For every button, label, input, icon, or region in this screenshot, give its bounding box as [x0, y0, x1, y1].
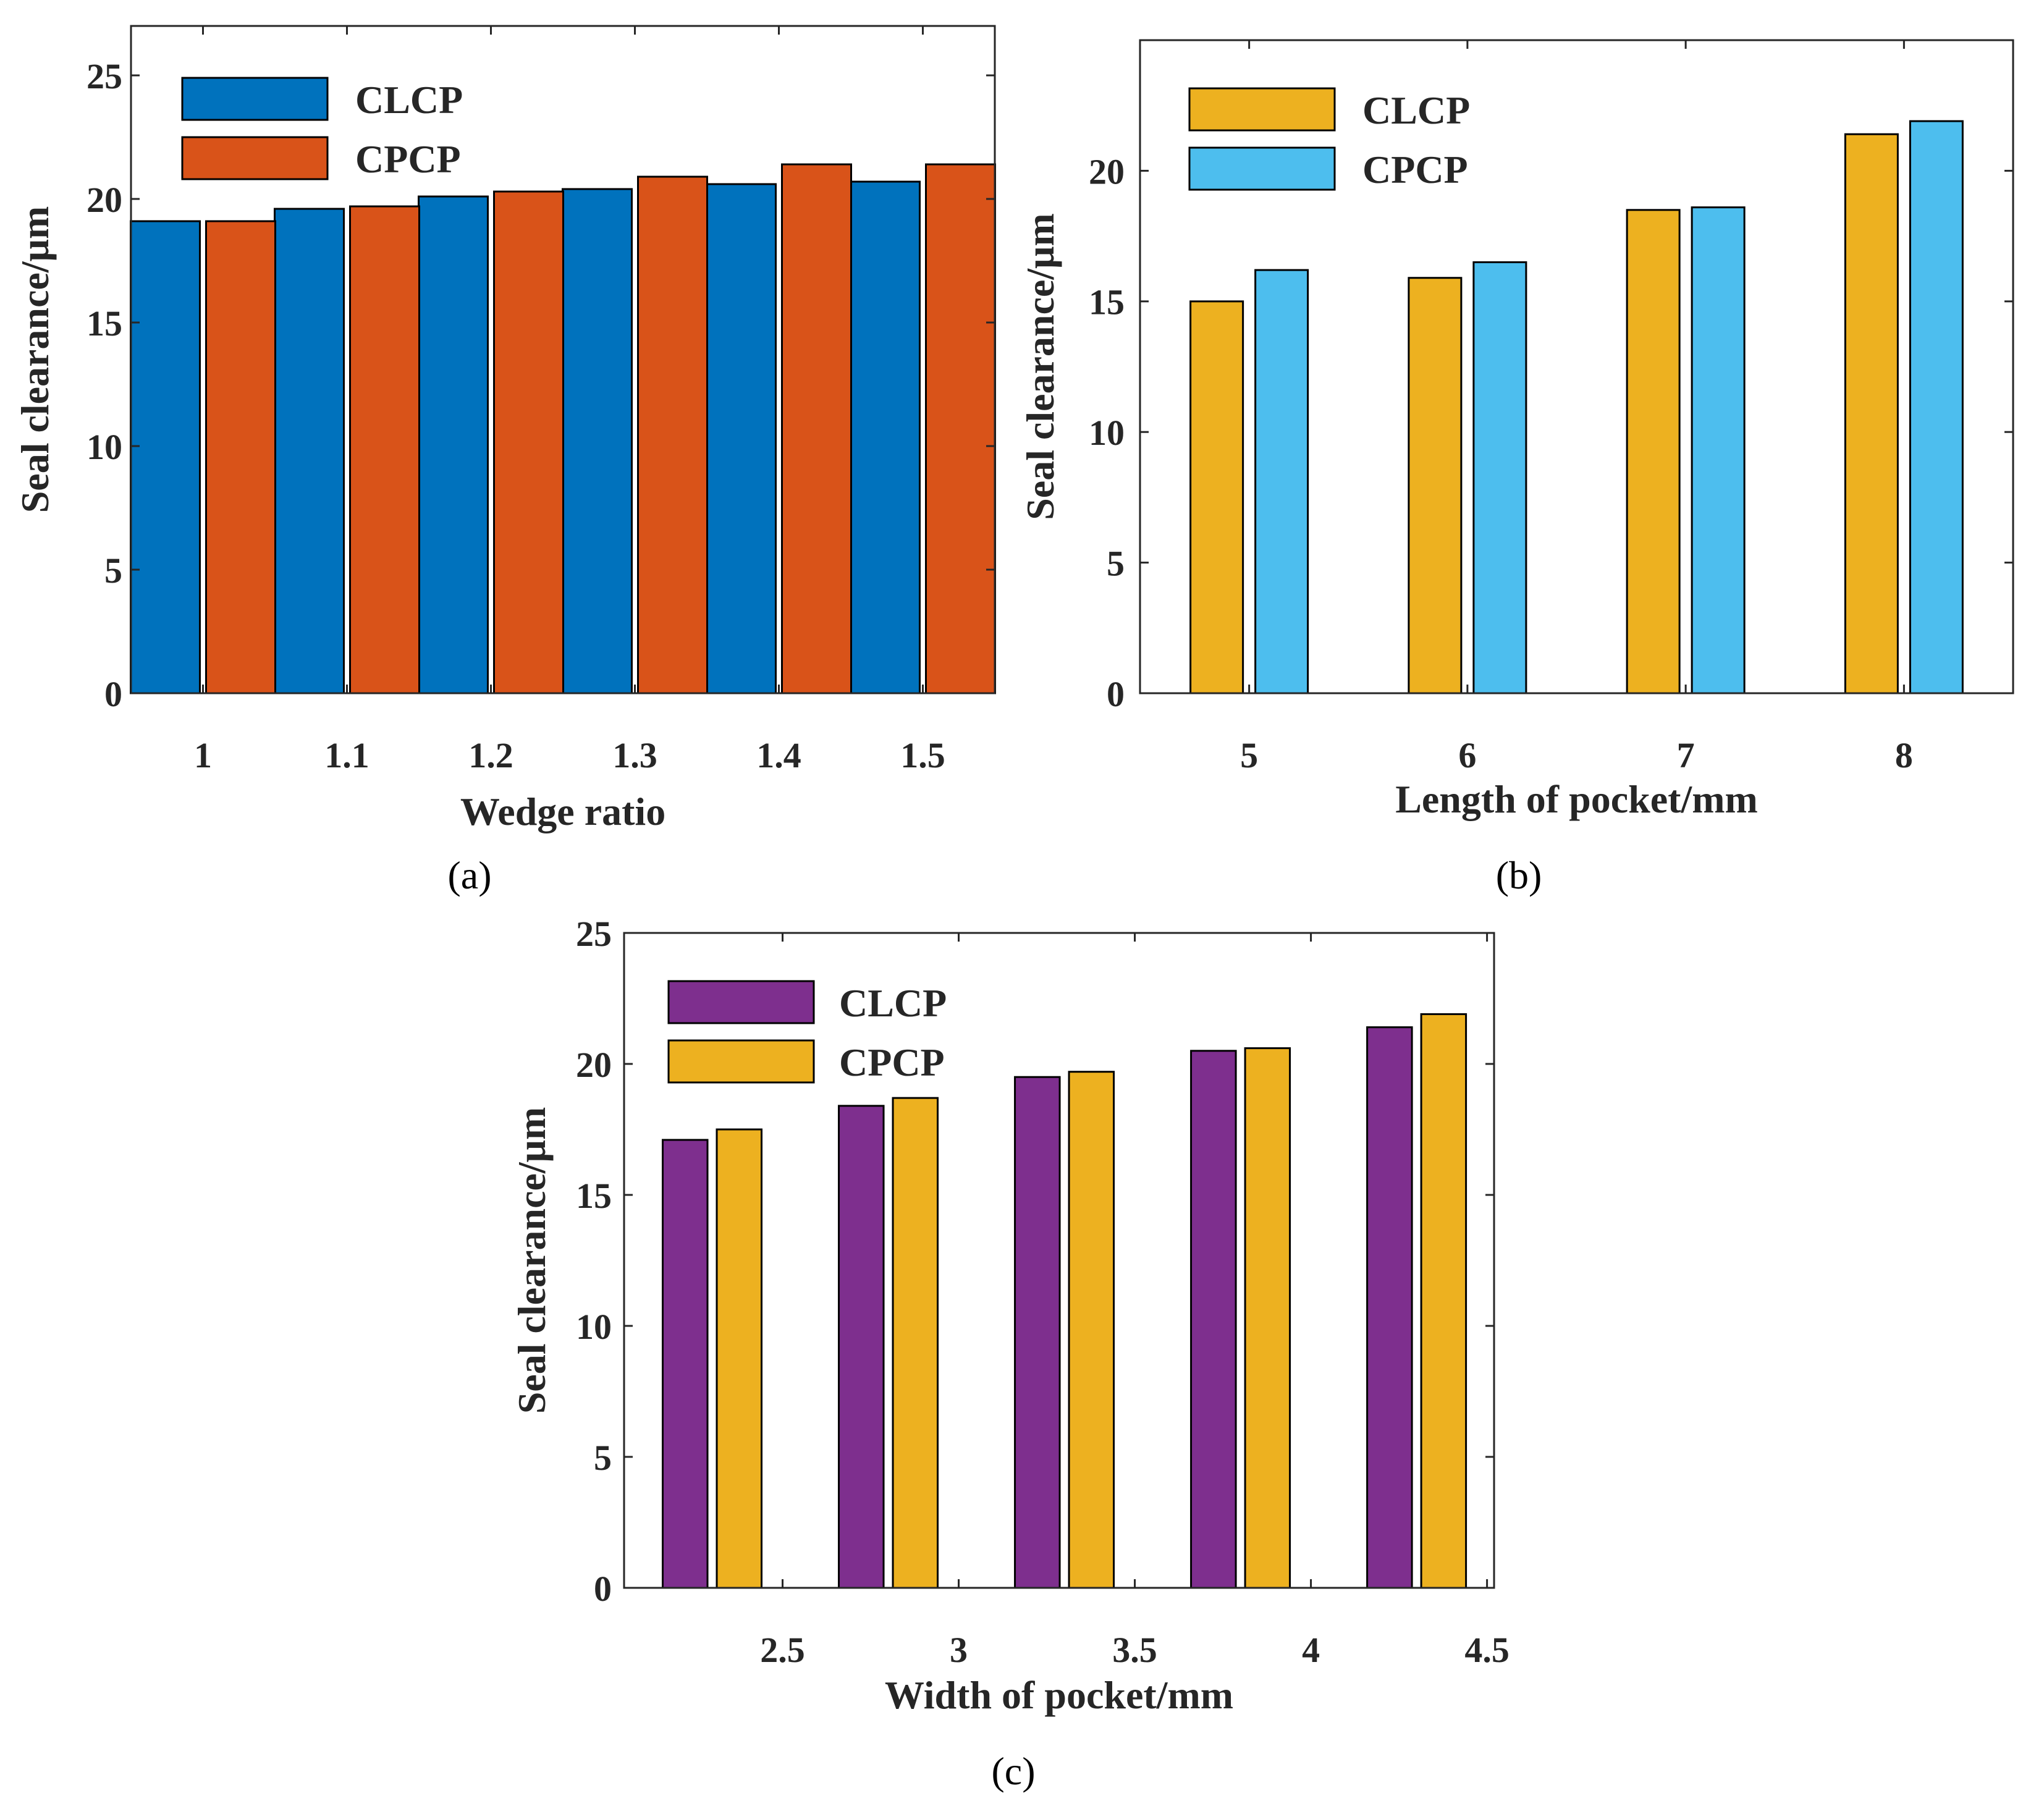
bar-clcp-6 — [1408, 277, 1463, 694]
legend: CLCP CPCP — [1188, 87, 1470, 192]
legend: CLCP CPCP — [667, 980, 947, 1084]
y-tick-label: 5 — [594, 1438, 612, 1478]
legend-label-clcp: CLCP — [1362, 88, 1470, 132]
legend-label-cpcp: CPCP — [839, 1040, 945, 1084]
y-tick-label: 5 — [104, 550, 122, 591]
bar-clcp-2.3 — [662, 1139, 709, 1589]
x-tick-label: 3.5 — [1112, 1630, 1157, 1670]
axes-box — [1139, 39, 2014, 694]
bar-cpcp-8 — [1909, 120, 1964, 694]
y-tick-label: 5 — [1107, 543, 1125, 583]
x-tick-label: 1.4 — [756, 735, 801, 775]
y-tick-label: 25 — [576, 914, 612, 954]
bar-cpcp-1.3 — [637, 175, 708, 694]
bar-clcp-8 — [1844, 133, 1899, 694]
legend-label-cpcp: CPCP — [1362, 148, 1468, 192]
y-tick-label: 0 — [1107, 674, 1125, 714]
x-axis-label: Wedge ratio — [460, 790, 665, 833]
y-tick-label: 0 — [594, 1569, 612, 1609]
bar-cpcp-2.8 — [892, 1097, 939, 1589]
axes-box — [623, 932, 1495, 1589]
bar-cpcp-1 — [205, 220, 276, 694]
legend-swatch-clcp — [181, 77, 329, 121]
bar-clcp-1 — [130, 220, 201, 694]
legend-label-cpcp: CPCP — [355, 137, 461, 181]
x-tick-label: 3 — [950, 1630, 968, 1670]
bar-cpcp-6 — [1472, 261, 1527, 694]
legend-label-clcp: CLCP — [355, 78, 463, 122]
x-tick-label: 4 — [1302, 1630, 1320, 1670]
bar-cpcp-2.3 — [716, 1128, 763, 1589]
bar-cpcp-1.4 — [781, 163, 852, 694]
axes-box — [130, 25, 996, 694]
legend-swatch-cpcp — [181, 136, 329, 180]
x-tick-label: 1.5 — [900, 735, 945, 775]
bar-cpcp-3.8 — [1244, 1047, 1291, 1589]
y-axis-label: Seal clearance/μm — [1018, 213, 1062, 520]
bar-cpcp-3.3 — [1068, 1071, 1115, 1589]
bar-cpcp-7 — [1691, 206, 1746, 694]
y-tick-label: 15 — [576, 1176, 612, 1216]
panel-caption: (a) — [447, 853, 491, 897]
legend-swatch-cpcp — [667, 1039, 815, 1084]
bar-clcp-3.3 — [1014, 1076, 1061, 1589]
bar-cpcp-1.5 — [925, 163, 996, 694]
y-tick-label: 10 — [87, 427, 122, 467]
y-tick-label: 20 — [1089, 151, 1125, 192]
x-tick-label: 8 — [1895, 735, 1913, 775]
bar-clcp-2.8 — [838, 1105, 885, 1589]
y-axis-label: Seal clearance/μm — [510, 1107, 554, 1414]
y-tick-label: 20 — [87, 180, 122, 220]
x-tick-label: 1 — [194, 735, 212, 775]
bar-cpcp-1.1 — [349, 205, 420, 694]
x-tick-label: 2.5 — [760, 1630, 805, 1670]
bar-clcp-5 — [1189, 300, 1244, 694]
legend-swatch-cpcp — [1188, 146, 1336, 191]
bar-cpcp-1.2 — [493, 190, 564, 694]
x-axis-label: Length of pocket/mm — [1395, 777, 1758, 821]
x-tick-label: 1.1 — [324, 735, 370, 775]
x-tick-label: 7 — [1677, 735, 1695, 775]
y-tick-label: 10 — [576, 1307, 612, 1347]
y-tick-label: 20 — [576, 1045, 612, 1085]
panel-caption: (c) — [991, 1749, 1035, 1793]
chart-b: 0 5 10 15 20 5 6 7 8 Length of pocket/mm Seal clea… — [1018, 39, 2014, 897]
bar-clcp-1.5 — [850, 180, 921, 694]
bar-clcp-1.1 — [274, 208, 345, 694]
y-tick-label: 15 — [1089, 282, 1125, 323]
x-axis-label: Width of pocket/mm — [885, 1673, 1233, 1717]
x-tick-label: 6 — [1458, 735, 1476, 775]
bar-clcp-1.4 — [706, 183, 777, 694]
bar-clcp-3.8 — [1190, 1050, 1237, 1589]
chart-c: 0 5 10 15 20 25 2.5 3 3.5 4 4.5 Width of pocket/mm S… — [510, 914, 1510, 1793]
x-tick-label: 1.2 — [468, 735, 513, 775]
bar-cpcp-5 — [1254, 269, 1309, 694]
chart-a: 0 5 10 15 20 25 1 1.1 1.2 1.3 1.4 1.5 Wedge ratio Sea… — [13, 25, 996, 897]
panel-caption: (b) — [1496, 853, 1542, 897]
y-tick-label: 25 — [87, 56, 122, 96]
y-tick-label: 0 — [104, 674, 122, 714]
bar-clcp-1.3 — [562, 188, 633, 694]
y-tick-label: 15 — [87, 303, 122, 344]
bar-clcp-1.2 — [418, 195, 489, 694]
x-tick-label: 4.5 — [1464, 1630, 1510, 1670]
legend: CLCP CPCP — [181, 77, 463, 181]
y-tick-label: 10 — [1089, 413, 1125, 453]
bar-clcp-4.3 — [1366, 1026, 1413, 1589]
x-tick-label: 1.3 — [612, 735, 657, 775]
bar-cpcp-4.3 — [1420, 1013, 1468, 1589]
x-tick-label: 5 — [1240, 735, 1258, 775]
legend-label-clcp: CLCP — [839, 981, 947, 1025]
bar-clcp-7 — [1626, 209, 1681, 694]
legend-swatch-clcp — [667, 980, 815, 1024]
legend-swatch-clcp — [1188, 87, 1336, 132]
y-axis-label: Seal clearance/μm — [13, 206, 57, 513]
